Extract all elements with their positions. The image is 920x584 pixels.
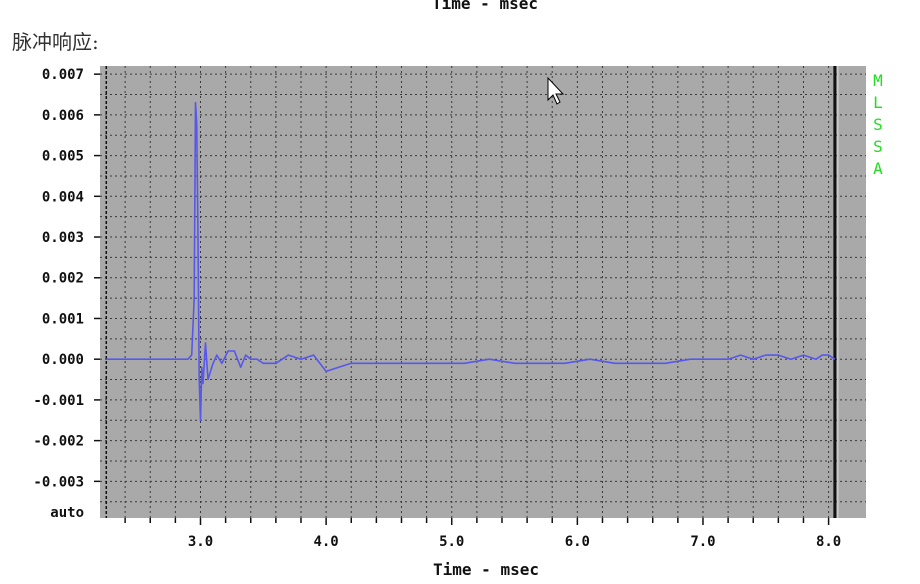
y-tick-label: -0.002: [33, 434, 84, 450]
y-tick-label: -0.003: [33, 474, 84, 490]
plot-area: [100, 66, 866, 518]
y-tick-label: 0.002: [42, 271, 84, 287]
grid: [100, 66, 866, 518]
y-tick-label: 0.000: [42, 352, 84, 368]
y-tick-label: 0.003: [42, 230, 84, 246]
side-label-letter: L: [873, 93, 883, 112]
y-tick-label: 0.001: [42, 311, 84, 327]
x-axis-ticks: 3.0 4.0 5.0 6.0 7.0 8.0: [124, 518, 841, 550]
series-line: [106, 101, 836, 422]
side-label-letter: A: [873, 159, 883, 178]
x-tick-label: 6.0: [565, 534, 590, 550]
x-axis-label: Time - msec: [433, 560, 539, 579]
y-tick-label: -0.001: [33, 393, 84, 409]
x-tick-label: 7.0: [690, 534, 715, 550]
mouse-pointer-icon: [547, 76, 565, 105]
y-axis-ticks: 0.007 0.006 0.005 0.004 0.003 0.002 0.001 0.000…: [33, 67, 100, 490]
top-caption: Time - msec: [432, 0, 538, 13]
side-label-letter: S: [873, 115, 883, 134]
x-tick-label: 5.0: [439, 534, 464, 550]
x-tick-label: 8.0: [816, 534, 841, 550]
y-tick-label: 0.004: [42, 189, 84, 205]
x-tick-label: 3.0: [188, 534, 213, 550]
side-label-letter: S: [873, 137, 883, 156]
y-axis-auto-label: auto: [50, 505, 84, 521]
section-title: 脉冲响应:: [12, 30, 99, 54]
y-tick-label: 0.006: [42, 108, 84, 124]
side-label-letter: M: [873, 71, 883, 90]
y-tick-label: 0.005: [42, 149, 84, 165]
y-tick-label: 0.007: [42, 67, 84, 83]
x-tick-label: 4.0: [313, 534, 338, 550]
gate-markers: [105, 66, 839, 518]
